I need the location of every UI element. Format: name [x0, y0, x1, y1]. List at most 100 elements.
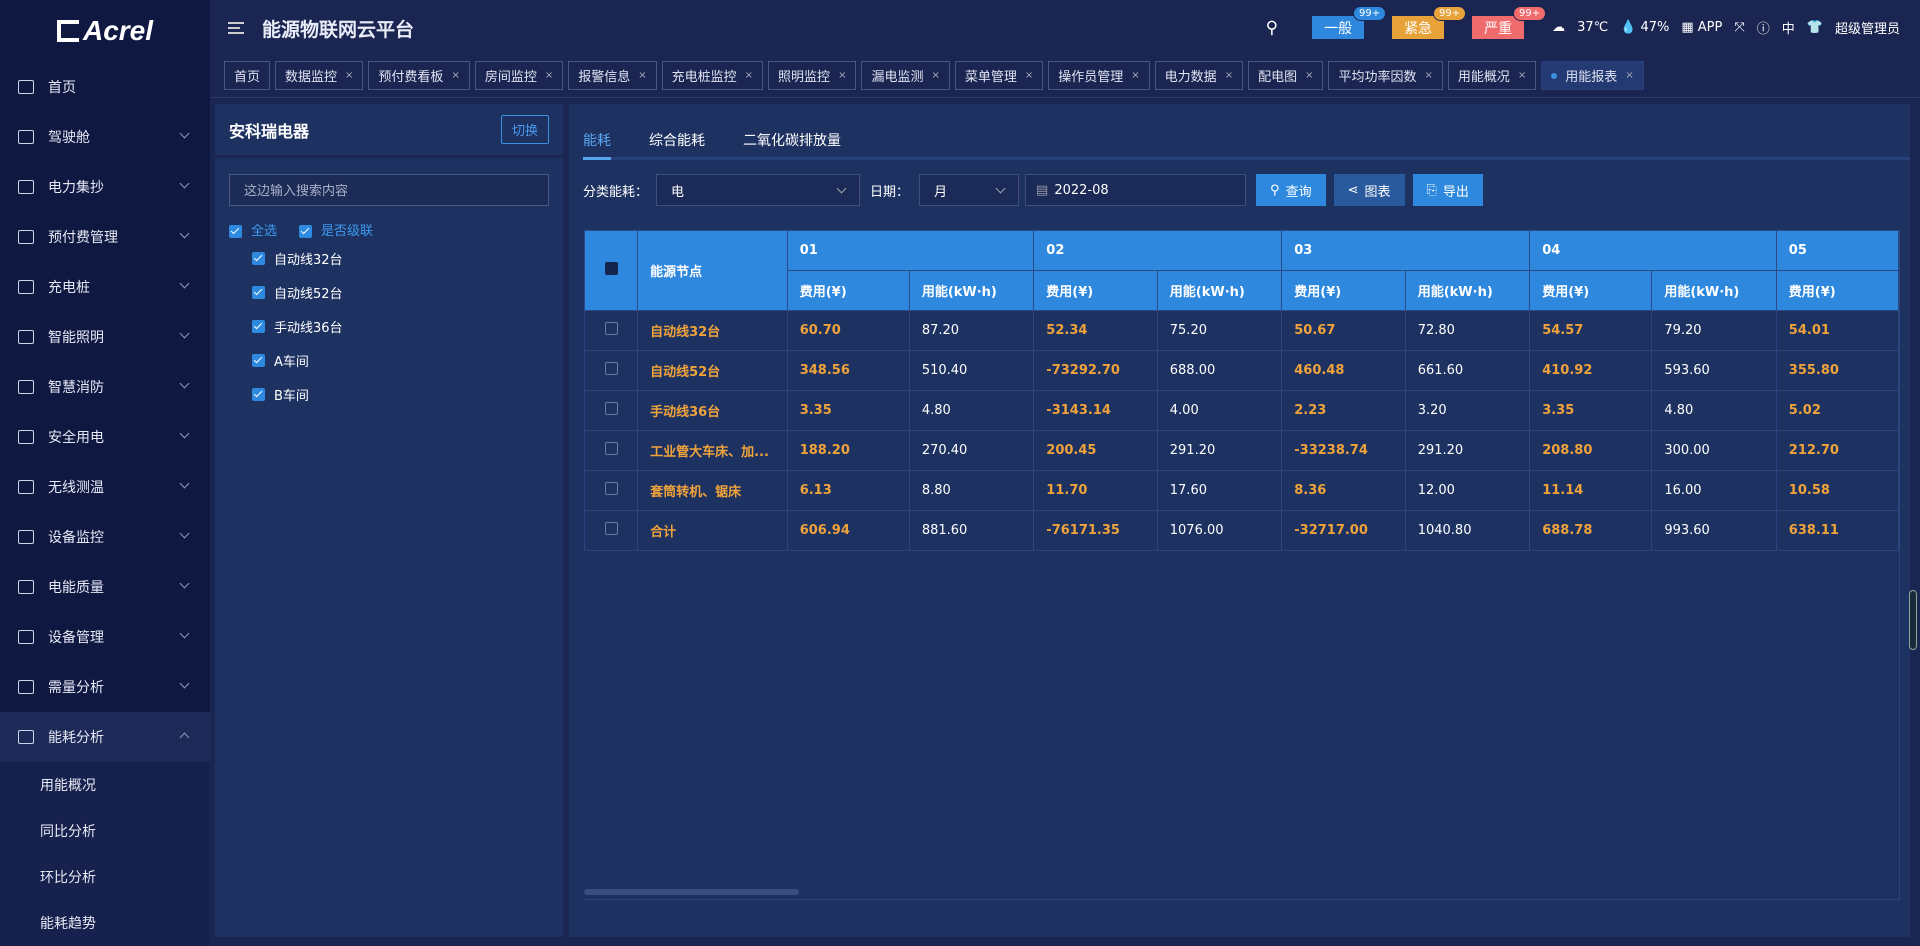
row-checkbox-cell[interactable] [584, 310, 639, 351]
sidebar-subitem[interactable]: 用能概况 [0, 762, 210, 808]
checkbox-checked-icon[interactable] [252, 319, 265, 333]
close-icon[interactable]: × [744, 70, 754, 81]
sidebar-item[interactable]: 安全用电 [0, 412, 210, 462]
usage-cell: 75.20 [1156, 310, 1283, 351]
close-icon[interactable]: × [1517, 70, 1527, 81]
user-name[interactable]: 超级管理员 [1834, 22, 1900, 37]
horizontal-scrollbar[interactable] [584, 889, 799, 895]
close-icon[interactable]: × [1224, 70, 1234, 81]
checkbox-icon [604, 362, 618, 375]
alarm-button[interactable]: 严重 99+ [1472, 6, 1547, 39]
cascade-checkbox[interactable]: 是否级联 [299, 220, 373, 239]
fee-cell: 208.80 [1529, 430, 1653, 471]
sidebar-item[interactable]: 电能质量 [0, 562, 210, 612]
fullscreen-icon[interactable]: ⤧ [1734, 20, 1745, 35]
close-icon[interactable]: × [1024, 70, 1034, 81]
alarm-button[interactable]: 紧急 99+ [1392, 6, 1467, 39]
period-select[interactable]: 月 [919, 174, 1020, 206]
sidebar-item[interactable]: 首页 [0, 62, 210, 112]
sidebar-item[interactable]: 预付费管理 [0, 212, 210, 262]
sidebar-item-label: 能耗分析 [48, 730, 104, 746]
help-icon[interactable]: ⓘ [1756, 22, 1770, 37]
fee-cell: 688.78 [1529, 510, 1653, 551]
close-icon[interactable]: × [638, 70, 647, 81]
close-icon[interactable]: × [345, 70, 354, 81]
row-checkbox-cell[interactable] [584, 470, 639, 511]
sidebar-item[interactable]: 电力集抄 [0, 162, 210, 212]
page-tab-label: 数据监控 [285, 70, 338, 85]
sidebar-item[interactable]: 充电桩 [0, 262, 210, 312]
checkbox-checked-icon[interactable] [252, 251, 265, 265]
vertical-scroll-indicator[interactable] [1909, 590, 1917, 650]
theme-shirt-icon[interactable]: 👕 [1806, 20, 1823, 35]
page-tab[interactable]: 数据监控 × [275, 61, 364, 90]
close-icon[interactable]: × [1625, 70, 1634, 81]
close-icon[interactable]: × [1305, 70, 1314, 81]
switch-button[interactable]: 切换 [500, 115, 549, 144]
page-tab[interactable]: 电力数据 × [1154, 61, 1244, 90]
date-picker[interactable]: ▤ 2022-08 [1025, 174, 1247, 206]
sidebar-subitem[interactable]: 同比分析 [0, 808, 210, 854]
export-button[interactable]: ⎘ 导出 [1412, 174, 1483, 206]
chart-button[interactable]: ⋖ 图表 [1333, 174, 1405, 206]
page-tab[interactable]: 配电图 × [1248, 61, 1324, 90]
page-tab[interactable]: 操作员管理 × [1048, 61, 1150, 90]
sidebar-item-label: 智慧消防 [48, 380, 104, 396]
page-tab[interactable]: 用能报表 × [1541, 61, 1644, 90]
page-tab[interactable]: 照明监控 × [768, 61, 857, 90]
close-icon[interactable]: × [451, 70, 460, 81]
close-icon[interactable]: × [1424, 70, 1433, 81]
close-icon[interactable]: × [1131, 70, 1140, 81]
row-checkbox-cell[interactable] [584, 430, 639, 471]
page-tab[interactable]: 首页 [224, 61, 271, 90]
sidebar-item[interactable]: 能耗分析 [0, 712, 210, 762]
checkbox-checked-icon[interactable] [252, 353, 265, 367]
usage-cell: 4.80 [1651, 390, 1777, 431]
alarm-button[interactable]: 一般 99+ [1312, 6, 1387, 39]
category-select[interactable]: 电 [656, 174, 861, 206]
page-tab[interactable]: 报警信息 × [568, 61, 657, 90]
report-tab[interactable]: 二氧化碳排放量 [743, 133, 841, 149]
sidebar-subitem[interactable]: 能耗趋势 [0, 900, 210, 946]
page-tab[interactable]: 漏电监测 × [861, 61, 950, 90]
sidebar-item[interactable]: 智慧消防 [0, 362, 210, 412]
report-tab[interactable]: 能耗 [583, 122, 611, 160]
sidebar-item[interactable]: 驾驶舱 [0, 112, 210, 162]
close-icon[interactable]: × [544, 70, 554, 81]
page-tab[interactable]: 菜单管理 × [954, 61, 1044, 90]
language-icon[interactable]: 中 [1781, 22, 1795, 37]
search-icon[interactable]: ⚲ [1265, 17, 1279, 38]
page-tab[interactable]: 平均功率因数 × [1328, 61, 1443, 90]
app-button[interactable]: ▦ APP [1681, 20, 1723, 35]
close-icon[interactable]: × [838, 70, 847, 81]
sidebar-item[interactable]: 需量分析 [0, 662, 210, 712]
checkbox-checked-icon[interactable] [252, 387, 265, 401]
page-tab[interactable]: 充电桩监控 × [661, 61, 764, 90]
report-tab[interactable]: 综合能耗 [649, 133, 705, 149]
tree-node[interactable]: B车间 [252, 377, 563, 411]
tree-node[interactable]: 自动线32台 [252, 241, 563, 275]
page-tab[interactable]: 预付费看板 × [368, 61, 470, 90]
query-button[interactable]: ⚲ 查询 [1256, 174, 1326, 206]
sidebar-item[interactable]: 设备管理 [0, 612, 210, 662]
tree-node[interactable]: A车间 [252, 343, 563, 377]
menu-toggle-icon[interactable] [228, 22, 244, 34]
tree-node[interactable]: 自动线52台 [252, 275, 563, 309]
sidebar-item[interactable]: 设备监控 [0, 512, 210, 562]
row-checkbox-cell[interactable] [584, 390, 639, 431]
usage-cell: 593.60 [1651, 350, 1777, 391]
row-checkbox-cell[interactable] [584, 350, 639, 391]
sidebar-item[interactable]: 无线测温 [0, 462, 210, 512]
select-all-cell[interactable] [584, 230, 639, 311]
tree-node[interactable]: 手动线36台 [252, 309, 563, 343]
close-icon[interactable]: × [931, 70, 940, 81]
page-tab-label: 充电桩监控 [671, 70, 737, 85]
tree-search-input[interactable] [229, 174, 549, 206]
select-all-checkbox[interactable]: 全选 [229, 220, 277, 239]
page-tab[interactable]: 房间监控 × [474, 61, 564, 90]
checkbox-checked-icon[interactable] [252, 285, 265, 299]
page-tab[interactable]: 用能概况 × [1447, 61, 1537, 90]
row-checkbox-cell[interactable] [584, 510, 639, 551]
sidebar-subitem[interactable]: 环比分析 [0, 854, 210, 900]
sidebar-item[interactable]: 智能照明 [0, 312, 210, 362]
